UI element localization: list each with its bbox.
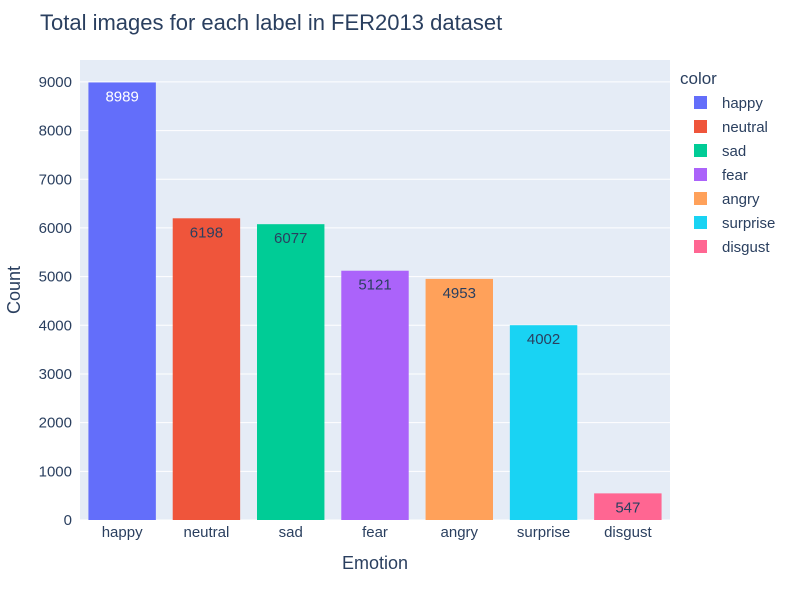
legend: color happy neutral sad fear angry surprise di…: [680, 69, 775, 256]
legend-label-neutral: neutral: [722, 119, 768, 136]
legend-item-surprise[interactable]: surprise: [694, 215, 775, 232]
y-tick-label: 2000: [39, 415, 72, 432]
x-tick-label-happy: happy: [102, 524, 143, 541]
legend-label-angry: angry: [722, 191, 760, 208]
legend-item-happy[interactable]: happy: [694, 95, 763, 112]
bar-happy: [88, 82, 156, 520]
y-tick-label: 1000: [39, 463, 72, 480]
legend-item-angry[interactable]: angry: [694, 191, 760, 208]
data-label-neutral: 6198: [190, 224, 223, 241]
legend-item-neutral[interactable]: neutral: [694, 119, 768, 136]
bars-layer: [88, 82, 662, 521]
legend-swatch-neutral: [694, 120, 707, 133]
legend-swatch-disgust: [694, 240, 707, 253]
chart-title: Total images for each label in FER2013 d…: [40, 10, 502, 35]
y-tick-label: 0: [64, 512, 72, 529]
y-tick-label: 4000: [39, 317, 72, 334]
bar-disgust: [594, 493, 662, 520]
legend-swatch-angry: [694, 192, 707, 205]
data-label-sad: 6077: [274, 230, 307, 247]
y-tick-label: 3000: [39, 366, 72, 383]
data-labels-layer: 8989 6198 6077 5121 4953 4002 547: [105, 88, 640, 516]
data-label-surprise: 4002: [527, 331, 560, 348]
legend-item-fear[interactable]: fear: [694, 167, 748, 184]
data-label-fear: 5121: [358, 277, 391, 294]
bar-angry: [425, 278, 493, 520]
legend-items: happy neutral sad fear angry surprise disgust: [694, 95, 775, 256]
y-tick-label: 9000: [39, 74, 72, 91]
x-tick-label-angry: angry: [441, 524, 479, 541]
x-tick-label-sad: sad: [279, 524, 303, 541]
legend-item-disgust[interactable]: disgust: [694, 239, 770, 256]
legend-label-disgust: disgust: [722, 239, 770, 256]
y-axis-title: Count: [4, 266, 24, 314]
x-tick-label-neutral: neutral: [183, 524, 229, 541]
bar-neutral: [172, 218, 241, 521]
x-tick-label-fear: fear: [362, 524, 388, 541]
legend-swatch-happy: [694, 96, 707, 109]
x-axis-ticks: happy neutral sad fear angry surprise disgust: [102, 524, 653, 541]
legend-label-fear: fear: [722, 167, 748, 184]
data-label-happy: 8989: [105, 88, 138, 105]
legend-item-sad[interactable]: sad: [694, 143, 746, 160]
y-tick-label: 7000: [39, 171, 72, 188]
bar-sad: [257, 224, 325, 520]
y-axis-ticks: 0 1000 2000 3000 4000 5000 6000 7000 8000 9000: [39, 74, 72, 529]
y-tick-label: 6000: [39, 220, 72, 237]
x-tick-label-disgust: disgust: [604, 524, 652, 541]
legend-title: color: [680, 69, 717, 88]
legend-swatch-surprise: [694, 216, 707, 229]
data-label-disgust: 547: [615, 499, 640, 516]
data-label-angry: 4953: [443, 285, 476, 302]
legend-label-surprise: surprise: [722, 215, 775, 232]
y-tick-label: 8000: [39, 123, 72, 140]
legend-label-sad: sad: [722, 143, 746, 160]
bar-surprise: [509, 325, 578, 520]
bar-fear: [341, 270, 409, 520]
legend-swatch-fear: [694, 168, 707, 181]
legend-label-happy: happy: [722, 95, 763, 112]
x-tick-label-surprise: surprise: [517, 524, 570, 541]
x-axis-title: Emotion: [342, 553, 408, 573]
legend-swatch-sad: [694, 144, 707, 157]
y-tick-label: 5000: [39, 269, 72, 286]
